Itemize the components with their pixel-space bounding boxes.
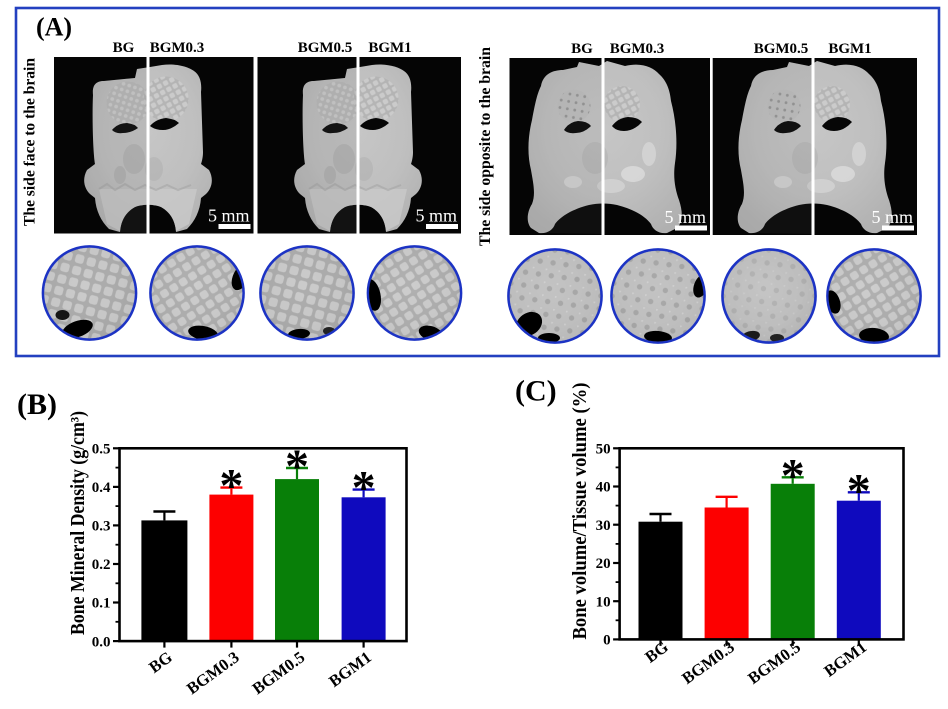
svg-text:BGM0.3: BGM0.3 (150, 40, 205, 56)
svg-text:50: 50 (596, 442, 611, 458)
svg-text:BGM0.5: BGM0.5 (298, 40, 353, 56)
svg-text:40: 40 (596, 480, 611, 496)
svg-text:*: * (219, 460, 243, 513)
svg-text:BG: BG (145, 647, 176, 676)
svg-text:BGM0.5: BGM0.5 (249, 647, 309, 698)
svg-text:0: 0 (603, 633, 611, 649)
svg-text:0.1: 0.1 (92, 596, 111, 612)
svg-text:0.2: 0.2 (92, 557, 111, 573)
svg-text:BGM0.3: BGM0.3 (183, 647, 243, 698)
svg-text:20: 20 (596, 556, 611, 572)
svg-text:5 mm: 5 mm (415, 206, 457, 226)
svg-text:BGM0.5: BGM0.5 (744, 637, 804, 688)
svg-text:5 mm: 5 mm (208, 206, 250, 226)
svg-text:Bone Mineral Density (g/cm³): Bone Mineral Density (g/cm³) (68, 411, 89, 635)
svg-text:Bone volume/Tissue volume (%): Bone volume/Tissue volume (%) (570, 383, 591, 640)
svg-text:BGM1: BGM1 (368, 40, 411, 56)
svg-text:*: * (352, 462, 376, 515)
svg-text:The side opposite to the brain: The side opposite to the brain (477, 47, 494, 246)
svg-text:BGM1: BGM1 (325, 647, 375, 690)
svg-text:(B): (B) (17, 388, 57, 421)
svg-text:BGM1: BGM1 (820, 637, 870, 680)
svg-text:*: * (847, 464, 871, 517)
svg-text:*: * (781, 449, 805, 502)
svg-text:BG: BG (571, 41, 593, 57)
svg-text:BGM0.3: BGM0.3 (678, 637, 738, 688)
svg-text:5 mm: 5 mm (664, 207, 706, 227)
svg-text:0.3: 0.3 (92, 519, 111, 535)
svg-text:10: 10 (596, 594, 611, 610)
svg-text:BGM1: BGM1 (828, 41, 871, 57)
svg-text:0.5: 0.5 (92, 442, 111, 458)
svg-text:The side face to the brain: The side face to the brain (22, 58, 39, 226)
svg-text:BG: BG (641, 637, 672, 666)
svg-text:(C): (C) (515, 374, 557, 407)
svg-text:30: 30 (596, 518, 611, 534)
svg-text:(A): (A) (36, 13, 72, 42)
svg-text:5 mm: 5 mm (871, 207, 913, 227)
svg-text:0.4: 0.4 (92, 480, 111, 496)
svg-text:BG: BG (113, 40, 135, 56)
svg-text:0.0: 0.0 (92, 634, 111, 650)
svg-text:BGM0.3: BGM0.3 (610, 41, 665, 57)
svg-text:BGM0.5: BGM0.5 (754, 41, 809, 57)
